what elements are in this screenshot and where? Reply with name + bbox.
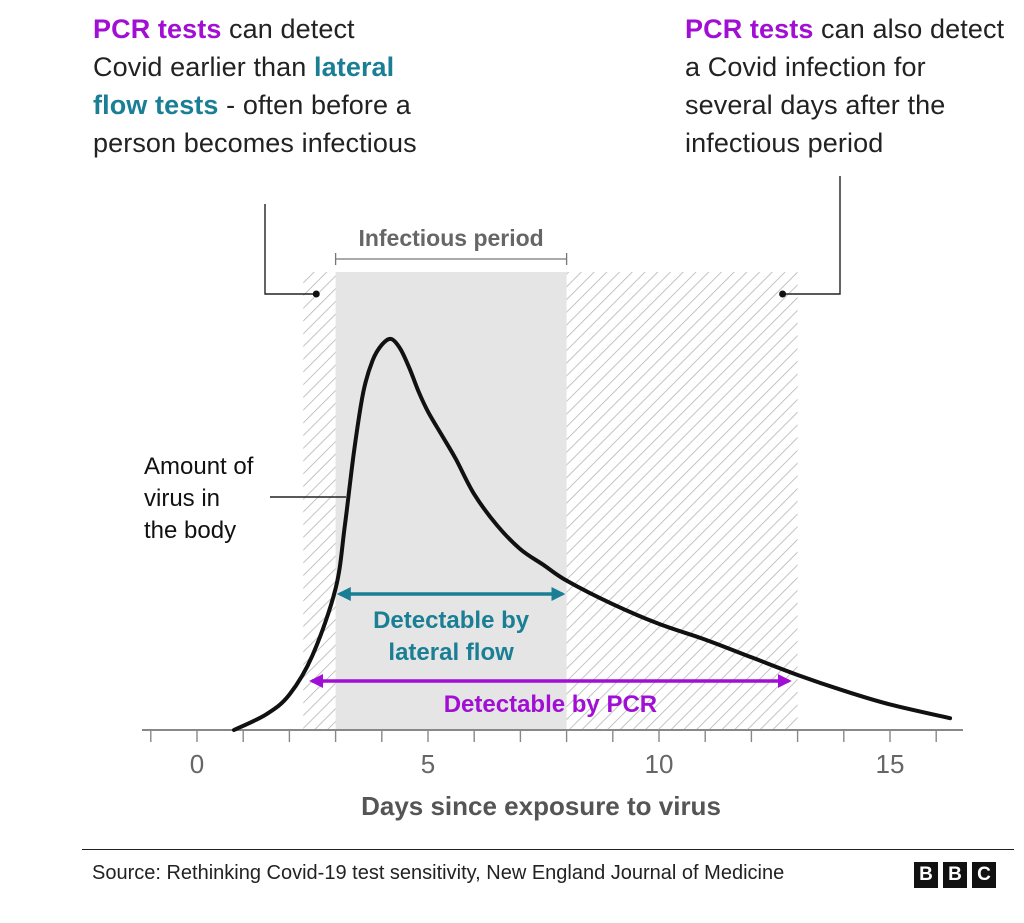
bbc-logo-block: C xyxy=(972,862,996,888)
pcr-range-label: Detectable by PCR xyxy=(444,691,657,718)
virus-curve xyxy=(231,336,953,732)
x-tick-label: 0 xyxy=(190,749,204,779)
annotation-text: can detect Covid earlier than xyxy=(93,14,355,82)
right-annotation-dot xyxy=(779,290,787,298)
lateral-flow-range-label: lateral flow xyxy=(388,639,514,666)
left-annotation-dot xyxy=(312,290,320,298)
infectious-period-region xyxy=(335,272,567,730)
left-annotation-leader xyxy=(264,204,317,295)
x-axis-title: Days since exposure to virus xyxy=(361,791,721,821)
pcr-tests-label: PCR tests xyxy=(685,14,814,44)
x-tick-label: 5 xyxy=(421,749,435,779)
pcr-tests-label: PCR tests xyxy=(93,14,222,44)
annotation-pcr-late: PCR tests can also detect a Covid infect… xyxy=(685,10,1020,162)
footer-divider xyxy=(82,849,1014,850)
right-annotation-leader xyxy=(782,176,841,295)
x-tick-label: 15 xyxy=(876,749,905,779)
bbc-logo-block: B xyxy=(943,862,967,888)
x-tick-label: 10 xyxy=(645,749,674,779)
annotation-pcr-early: PCR tests can detect Covid earlier than … xyxy=(93,10,423,162)
lateral-flow-range-label: Detectable by xyxy=(373,607,530,634)
lateral-flow-tests-label: lateral flow tests xyxy=(93,52,395,120)
infectious-period-label: Infectious period xyxy=(358,225,543,251)
source-text: Source: Rethinking Covid-19 test sensiti… xyxy=(92,862,785,884)
bbc-logo-block: B xyxy=(914,862,938,888)
annotation-text: - often before a person becomes infectio… xyxy=(93,90,417,158)
infectious-period-bracket xyxy=(334,253,568,265)
virus-amount-label: Amount of xyxy=(144,453,254,480)
virus-amount-label: the body xyxy=(144,517,236,544)
virus-amount-label: virus in xyxy=(144,485,220,512)
annotation-text: can also detect a Covid infection for se… xyxy=(685,14,1005,158)
